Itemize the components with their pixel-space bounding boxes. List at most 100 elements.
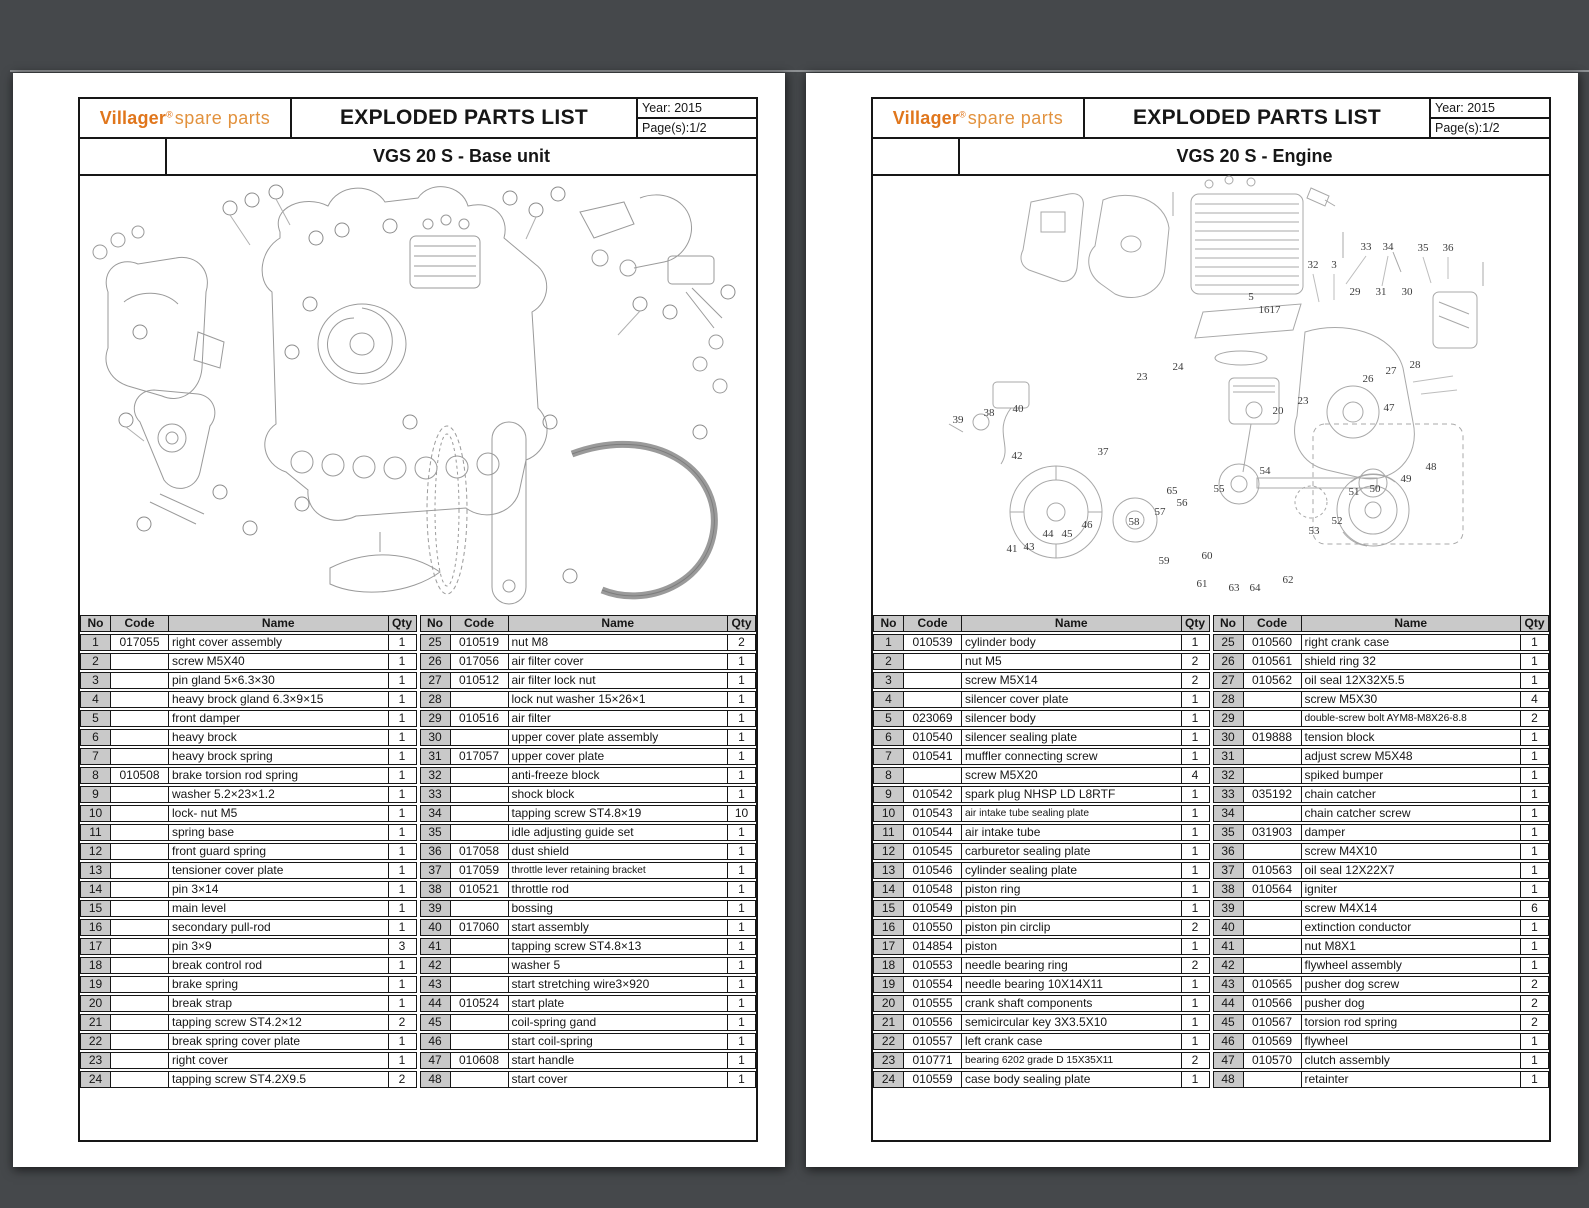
cell-name: shield ring 32 — [1302, 654, 1521, 669]
cell-code — [111, 1015, 169, 1030]
table-row: 13 tensioner cover plate 1 — [80, 862, 417, 879]
diagram-callout-number: 60 — [1202, 550, 1214, 562]
cell-qty: 1 — [738, 863, 745, 877]
cell-no: 1 — [874, 635, 904, 650]
cell-code: 010563 — [1244, 863, 1302, 878]
cell-code — [111, 977, 169, 992]
cell-no: No — [874, 616, 904, 631]
cell-no: 5 — [81, 711, 111, 726]
cell-no: 44 — [1213, 996, 1244, 1011]
cell-no: 37 — [420, 863, 451, 878]
diagram-callout-number: 64 — [1250, 582, 1262, 594]
cell-no: 26 — [420, 654, 451, 669]
cell-name: start coil-spring — [509, 1034, 728, 1049]
cell-name: chain catcher screw — [1302, 806, 1521, 821]
cell-code: 010546 — [904, 863, 962, 878]
diagram-callout-number: 36 — [1443, 242, 1455, 254]
cell-no: 33 — [420, 787, 451, 802]
cell-code — [1244, 711, 1302, 726]
subtitle-spacer-cell — [873, 139, 960, 174]
cell-name: start assembly — [509, 920, 728, 935]
table-row: 19 brake spring 1 — [80, 976, 417, 993]
table-row: 15 010549 piston pin 1 — [873, 900, 1210, 917]
cell-name: piston pin circlip — [962, 920, 1182, 935]
cell-qty: 1 — [1191, 977, 1199, 991]
cell-code — [451, 1072, 509, 1087]
cell-name: silencer sealing plate — [962, 730, 1182, 745]
cell-code: 010540 — [904, 730, 962, 745]
cell-code — [111, 901, 169, 916]
cell-name: cylinder body — [962, 635, 1182, 650]
cell-name: screw M5X30 — [1302, 692, 1521, 707]
cell-code — [111, 863, 169, 878]
cell-name: air filter cover — [509, 654, 728, 669]
table-row: 36 017058 dust shield 1 — [419, 843, 756, 860]
cell-name: right cover — [169, 1053, 389, 1068]
cell-no: 13 — [874, 863, 904, 878]
diagram-callout-number: 56 — [1177, 497, 1189, 509]
cell-no: 13 — [81, 863, 111, 878]
diagram-callout-number: 40 — [1013, 403, 1025, 415]
diagram-callout-number: 63 — [1229, 582, 1241, 594]
cell-no: 6 — [874, 730, 904, 745]
cell-code: 017059 — [451, 863, 509, 878]
cell-code — [1244, 901, 1302, 916]
diagram-callout-number: 28 — [1410, 359, 1422, 371]
cell-no: 47 — [420, 1053, 451, 1068]
table-row: 15 main level 1 — [80, 900, 417, 917]
cell-no: No — [1213, 616, 1244, 631]
cell-no: 6 — [81, 730, 111, 745]
cell-name: pin 3×9 — [169, 939, 389, 954]
cell-code — [451, 958, 509, 973]
cell-qty: 1 — [1191, 730, 1199, 744]
cell-name: tapping screw ST4.8×13 — [509, 939, 728, 954]
cell-name: chain catcher — [1302, 787, 1521, 802]
cell-code — [111, 1034, 169, 1049]
cell-qty: 2 — [1191, 958, 1199, 972]
cell-no: 19 — [874, 977, 904, 992]
cell-no: 43 — [1213, 977, 1244, 992]
cell-no: 35 — [1213, 825, 1244, 840]
cell-name: start cover — [509, 1072, 728, 1087]
table-row: 8 010508 brake torsion rod spring 1 — [80, 767, 417, 784]
cell-qty: 1 — [1191, 749, 1199, 763]
cell-code — [451, 977, 509, 992]
table-row: 25 010519 nut M8 2 — [419, 634, 756, 651]
cell-qty: 1 — [1531, 673, 1538, 687]
cell-code: 010608 — [451, 1053, 509, 1068]
cell-code — [451, 730, 509, 745]
cell-no: 36 — [1213, 844, 1244, 859]
cell-name: washer 5 — [509, 958, 728, 973]
cell-code: 010542 — [904, 787, 962, 802]
cell-qty: 1 — [398, 692, 406, 706]
cell-name: break spring cover plate — [169, 1034, 389, 1049]
table-row: 32 anti-freeze block 1 — [419, 767, 756, 784]
table-row: 17 014854 piston 1 — [873, 938, 1210, 955]
cell-qty: 1 — [1191, 939, 1199, 953]
cell-code — [451, 1034, 509, 1049]
table-row: 43 010565 pusher dog screw 2 — [1212, 976, 1549, 993]
cell-qty: 2 — [1531, 996, 1538, 1010]
cell-name: semicircular key 3X3.5X10 — [962, 1015, 1182, 1030]
cell-name: Name — [1301, 616, 1521, 631]
cell-qty: 1 — [738, 901, 745, 915]
diagram-callout-number: 37 — [1098, 446, 1110, 458]
model-subtitle: VGS 20 S - Engine — [1176, 146, 1333, 166]
brand-name: Villager® spare parts — [892, 107, 1064, 128]
model-subtitle: VGS 20 S - Base unit — [372, 146, 551, 166]
exploded-diagram-base-unit — [80, 172, 756, 614]
cell-qty: 1 — [738, 1072, 745, 1086]
cell-name: tension block — [1302, 730, 1521, 745]
cell-qty: 1 — [1191, 1015, 1199, 1029]
cell-qty: 1 — [1531, 958, 1538, 972]
cell-qty: 1 — [398, 1034, 406, 1048]
cell-qty: 1 — [1531, 863, 1538, 877]
cell-qty: 1 — [738, 673, 745, 687]
cell-no: 3 — [81, 673, 111, 688]
cell-code: 017060 — [451, 920, 509, 935]
cell-qty: 1 — [738, 1034, 745, 1048]
cell-name: extinction conductor — [1302, 920, 1521, 935]
table-row: 3 screw M5X14 2 — [873, 672, 1210, 689]
cell-code: 010554 — [904, 977, 962, 992]
cell-code — [111, 825, 169, 840]
